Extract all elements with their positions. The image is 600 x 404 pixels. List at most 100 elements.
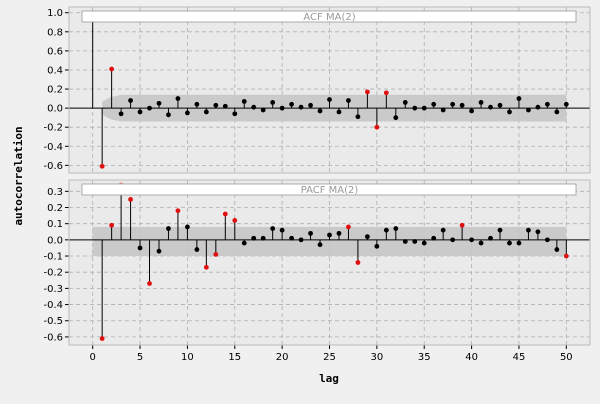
acf-point bbox=[317, 108, 323, 114]
pacf-point bbox=[497, 227, 503, 233]
pacf-point bbox=[469, 237, 474, 243]
pacf-confidence-band bbox=[92, 226, 567, 256]
pacf-x-tick-label: 35 bbox=[418, 352, 431, 363]
pacf-y-tick-label: 0.3 bbox=[47, 187, 63, 198]
acf-point bbox=[478, 100, 484, 105]
pacf-point bbox=[478, 240, 484, 246]
pacf-x-tick-label: 30 bbox=[370, 352, 383, 363]
pacf-panel: 0.3 0.2 0.1 0.0 -0.1 -0.2 -0.3 -0.4 -0.5 -0.6 0 5 10… bbox=[43, 179, 591, 363]
pacf-point bbox=[507, 240, 512, 246]
acf-point bbox=[431, 101, 437, 107]
acf-point bbox=[270, 100, 276, 105]
pacf-highlight-point bbox=[175, 208, 181, 214]
pacf-highlight-point bbox=[232, 218, 238, 223]
pacf-y-tick-label: 0.1 bbox=[47, 219, 63, 230]
pacf-point bbox=[336, 230, 342, 236]
acf-point bbox=[175, 96, 181, 101]
pacf-y-tick-label: -0.6 bbox=[43, 332, 63, 343]
acf-title-box bbox=[81, 10, 577, 23]
pacf-point bbox=[166, 226, 171, 231]
acf-point bbox=[336, 109, 342, 115]
acf-point bbox=[346, 98, 351, 103]
pacf-point bbox=[364, 234, 370, 240]
acf-point bbox=[469, 108, 474, 114]
pacf-highlight-point bbox=[147, 281, 152, 286]
acf-y-tick-label: 0.4 bbox=[47, 65, 63, 76]
pacf-x-tick-label: 45 bbox=[513, 352, 526, 363]
acf-point bbox=[156, 100, 162, 106]
pacf-highlight-point bbox=[99, 336, 105, 341]
pacf-y-tick-label: 0.2 bbox=[47, 203, 63, 214]
pacf-point bbox=[554, 247, 560, 252]
acf-point bbox=[497, 102, 503, 108]
pacf-point bbox=[289, 235, 295, 241]
pacf-point bbox=[440, 227, 446, 233]
pacf-point bbox=[194, 247, 200, 252]
acf-point bbox=[185, 110, 190, 116]
pacf-point bbox=[374, 243, 380, 249]
pacf-y-tick-label: -0.4 bbox=[43, 300, 63, 311]
pacf-point bbox=[251, 235, 257, 241]
acf-point bbox=[544, 101, 550, 107]
acf-y-tick-label: -0.4 bbox=[43, 142, 63, 153]
pacf-y-tick-label: -0.1 bbox=[43, 252, 63, 263]
acf-point bbox=[355, 114, 361, 120]
acf-point bbox=[147, 105, 152, 111]
acf-y-tick-label: 0.0 bbox=[47, 104, 63, 115]
pacf-title-box bbox=[81, 183, 577, 196]
acf-point bbox=[289, 101, 295, 107]
pacf-point bbox=[421, 240, 427, 246]
pacf-x-tick-label: 15 bbox=[228, 352, 241, 363]
acf-highlight-point bbox=[374, 124, 380, 130]
pacf-highlight-point bbox=[128, 197, 133, 202]
pacf-x-tick-label: 25 bbox=[323, 352, 336, 363]
acf-point bbox=[526, 107, 531, 113]
pacf-point bbox=[327, 232, 332, 238]
acf-y-tick-label: 0.6 bbox=[47, 46, 63, 57]
y-axis-label: autocorrelation bbox=[12, 126, 25, 225]
acf-y-tick-label: -0.2 bbox=[43, 123, 63, 134]
acf-y-tick-label: 0.2 bbox=[47, 85, 63, 96]
acf-point bbox=[260, 107, 266, 113]
acf-point bbox=[421, 105, 427, 111]
acf-point bbox=[213, 102, 219, 108]
acf-point bbox=[440, 107, 446, 113]
pacf-point bbox=[544, 237, 550, 243]
pacf-highlight-point bbox=[563, 253, 569, 259]
acf-title: ACF MA(2) bbox=[303, 12, 355, 23]
pacf-y-tick-label: 0.0 bbox=[47, 235, 63, 246]
x-axis-label: lag bbox=[319, 372, 339, 385]
pacf-x-tick-label: 5 bbox=[137, 352, 143, 363]
acf-point bbox=[563, 101, 569, 107]
pacf-y-tick-label: -0.3 bbox=[43, 284, 63, 295]
pacf-title: PACF MA(2) bbox=[301, 185, 359, 196]
acf-point bbox=[554, 109, 560, 115]
pacf-point bbox=[185, 224, 190, 230]
acf-point bbox=[516, 96, 522, 101]
pacf-x-tick-label: 0 bbox=[89, 352, 95, 363]
pacf-point bbox=[270, 226, 276, 231]
acf-point bbox=[232, 111, 238, 117]
pacf-highlight-point bbox=[222, 211, 228, 217]
acf-point bbox=[402, 100, 408, 105]
acf-frame bbox=[68, 6, 591, 174]
pacf-point bbox=[516, 240, 522, 246]
pacf-y-tick-label: -0.2 bbox=[43, 268, 63, 279]
acf-point bbox=[166, 112, 171, 118]
pacf-y-tick-label: -0.5 bbox=[43, 316, 63, 327]
pacf-highlight-point bbox=[203, 264, 209, 270]
pacf-highlight-point bbox=[459, 222, 465, 228]
pacf-highlight-point bbox=[109, 222, 115, 228]
pacf-point bbox=[535, 229, 541, 235]
acf-highlight-point bbox=[99, 163, 105, 169]
pacf-point bbox=[383, 227, 389, 233]
pacf-x-tick-label: 10 bbox=[181, 352, 194, 363]
acf-point bbox=[308, 102, 313, 108]
pacf-point bbox=[431, 235, 437, 241]
acf-plot-area bbox=[68, 6, 591, 174]
pacf-point bbox=[488, 235, 493, 241]
acf-highlight-point bbox=[109, 66, 115, 72]
pacf-x-tick-label: 40 bbox=[465, 352, 478, 363]
acf-y-tick-label: 0.8 bbox=[47, 27, 63, 38]
